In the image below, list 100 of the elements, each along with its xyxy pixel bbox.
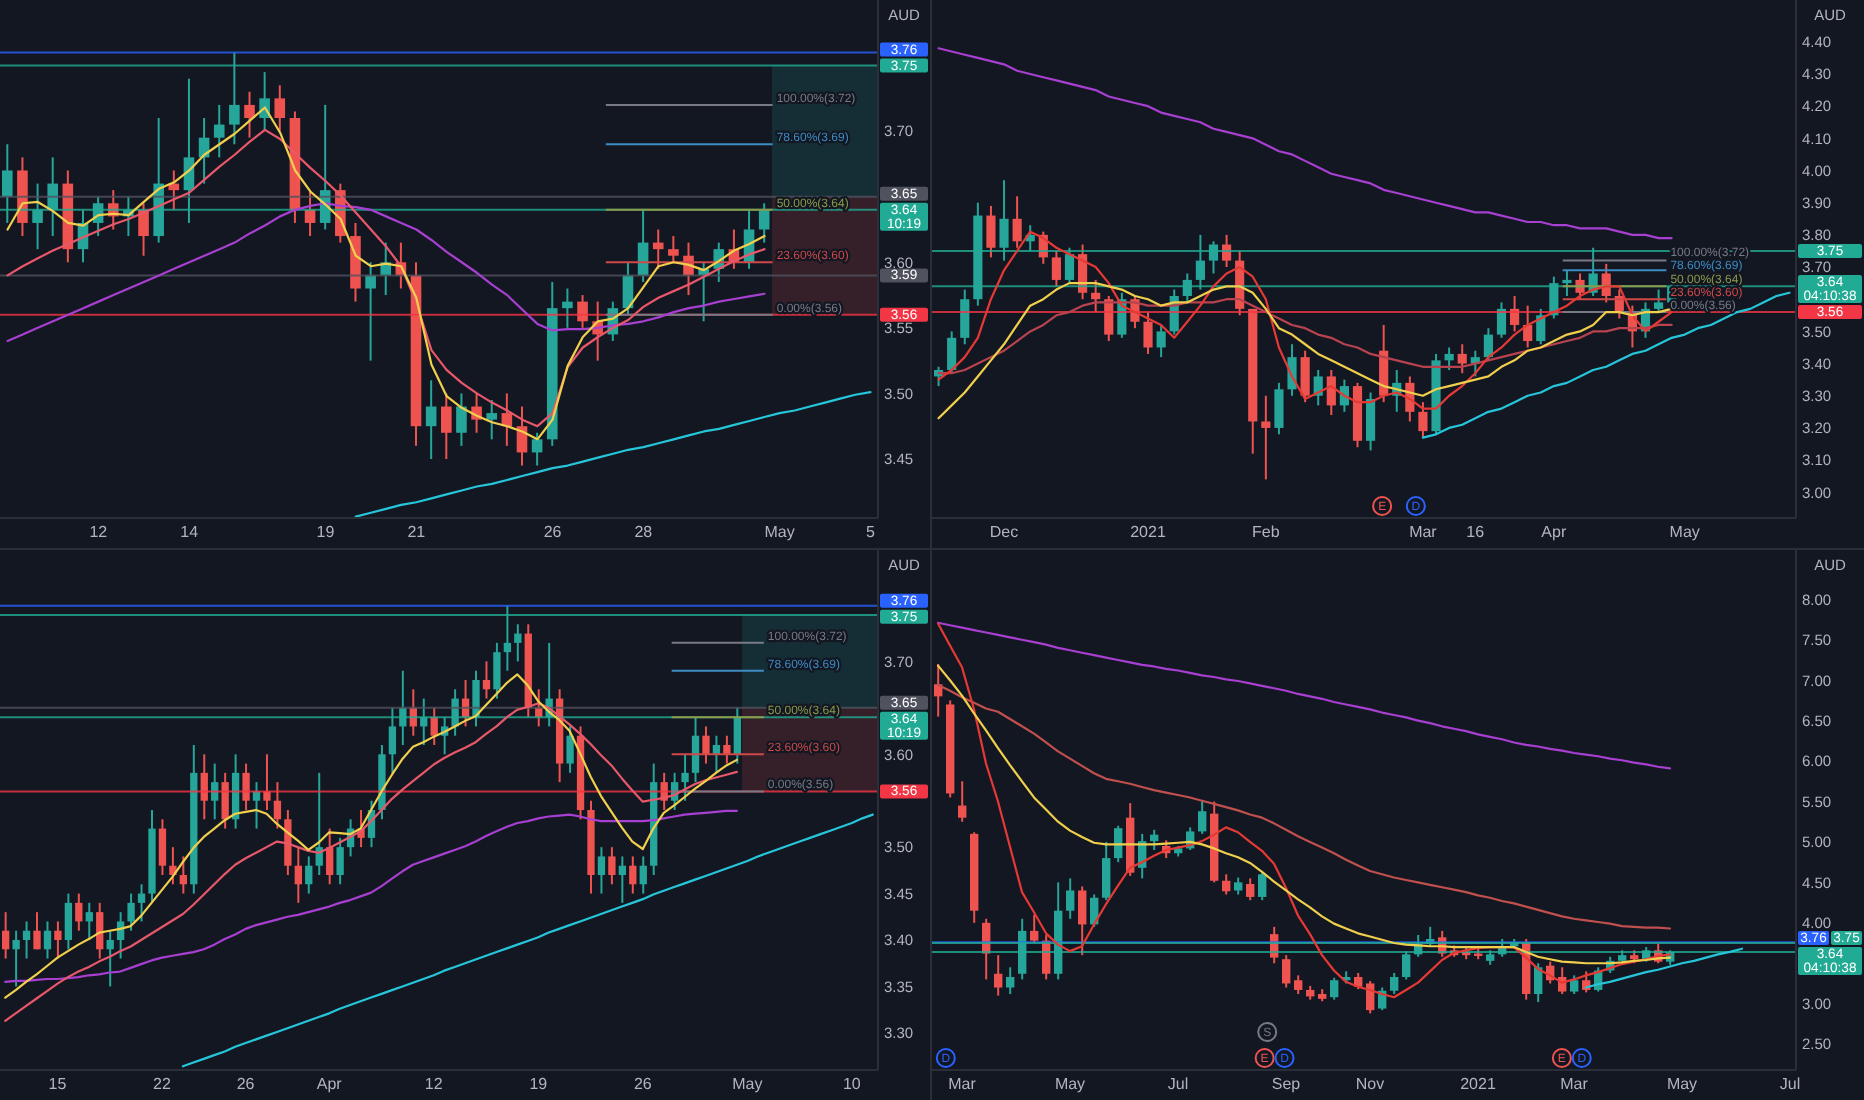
candlestick (274, 84, 286, 133)
x-tick-label: 12 (424, 1075, 444, 1094)
candlestick (1570, 974, 1579, 995)
candlestick (1274, 381, 1284, 436)
candlestick (639, 855, 647, 895)
line-series (4, 809, 738, 983)
candlestick (1523, 304, 1533, 349)
line-series (937, 47, 1673, 240)
candlestick (284, 809, 292, 876)
candlestick (1078, 885, 1087, 957)
x-tick-label: May (1054, 1075, 1086, 1094)
candlestick (1418, 401, 1428, 439)
candlestick (179, 855, 188, 895)
candlestick (64, 892, 73, 951)
candlestick (441, 392, 452, 460)
candlestick (1330, 976, 1339, 1001)
candlestick (456, 392, 467, 447)
candlestick (577, 294, 588, 329)
candlestick (213, 103, 225, 159)
candlestick (263, 753, 271, 811)
candlestick (22, 920, 31, 960)
candlestick (85, 901, 93, 941)
candlestick (33, 911, 41, 951)
candlestick (482, 660, 491, 700)
candlestick (1294, 974, 1303, 995)
candlestick (305, 855, 313, 895)
candlestick (12, 929, 20, 988)
candlestick (947, 330, 957, 375)
candlestick (994, 954, 1003, 997)
line-series (1421, 291, 1791, 439)
candlestick (106, 929, 114, 988)
candlestick (1654, 288, 1664, 314)
x-tick-label: Apr (316, 1075, 343, 1094)
x-tick-label: 19 (529, 1075, 549, 1094)
line-series (936, 683, 1672, 930)
candlestick (1457, 343, 1467, 375)
candlestick (294, 846, 302, 904)
line-series (936, 621, 1672, 770)
candlestick (43, 920, 52, 960)
x-tick-label: 15 (48, 1075, 68, 1094)
candlestick (127, 892, 135, 932)
x-tick-label: 2021 (1460, 1075, 1497, 1094)
candlestick (1143, 311, 1153, 355)
x-tick-label: 16 (1466, 523, 1486, 542)
candlestick (1366, 391, 1376, 452)
candlestick (336, 836, 344, 886)
candlestick (242, 762, 250, 811)
candlestick (691, 716, 700, 784)
x-tick-label: Nov (1355, 1075, 1385, 1094)
x-tick-label: 22 (153, 1075, 172, 1094)
candlestick (618, 855, 627, 904)
x-tick-label: 5 (865, 523, 876, 542)
candlestick (566, 725, 574, 774)
line-series (1584, 947, 1744, 989)
candlestick (652, 228, 664, 270)
candlestick (1006, 966, 1015, 995)
x-tick-label: Mar (1409, 523, 1438, 542)
candlestick (733, 706, 741, 765)
candlestick (562, 287, 573, 329)
x-tick-label: May (1666, 1075, 1698, 1094)
candlestick (252, 781, 261, 830)
candlestick (138, 202, 149, 257)
candlestick (1258, 871, 1267, 902)
candlestick (1496, 301, 1507, 339)
x-tick-label: Mar (1560, 1075, 1589, 1094)
candlestick (1012, 195, 1022, 249)
x-tick-label: May (732, 1075, 763, 1094)
x-tick-label: Sep (1271, 1075, 1302, 1094)
x-tick-label: 2021 (1130, 523, 1167, 542)
candlestick (1261, 394, 1271, 481)
candlestick (1246, 877, 1255, 902)
x-tick-label: 26 (543, 523, 563, 542)
candlestick (597, 846, 606, 895)
x-tick-label: 19 (316, 523, 336, 542)
x-tick-label: Mar (948, 1075, 977, 1094)
candlestick (1601, 262, 1611, 304)
candlestick (681, 753, 689, 802)
x-tick-label: Jul (1779, 1075, 1801, 1094)
x-tick-label: Jul (1167, 1075, 1189, 1094)
candlestick (326, 827, 334, 886)
candlestick (1102, 840, 1111, 902)
candlestick (425, 379, 437, 460)
candlestick (1390, 971, 1399, 995)
candlestick (1091, 278, 1101, 314)
line-series (181, 813, 874, 1068)
candlestick (1066, 877, 1075, 920)
x-tick-label: 21 (407, 523, 427, 542)
line-series (354, 391, 872, 518)
candlestick (514, 623, 522, 663)
candlestick (986, 204, 996, 259)
candlestick (1198, 798, 1207, 835)
x-tick-label: Apr (1541, 523, 1567, 542)
candlestick (54, 920, 62, 960)
candlestick (273, 781, 282, 830)
line-series (936, 622, 1672, 999)
candlestick (1444, 346, 1454, 371)
candlestick (365, 261, 376, 362)
x-tick-label: 12 (89, 523, 109, 542)
candlestick (629, 855, 637, 895)
x-tick-label: 10 (842, 1075, 862, 1094)
